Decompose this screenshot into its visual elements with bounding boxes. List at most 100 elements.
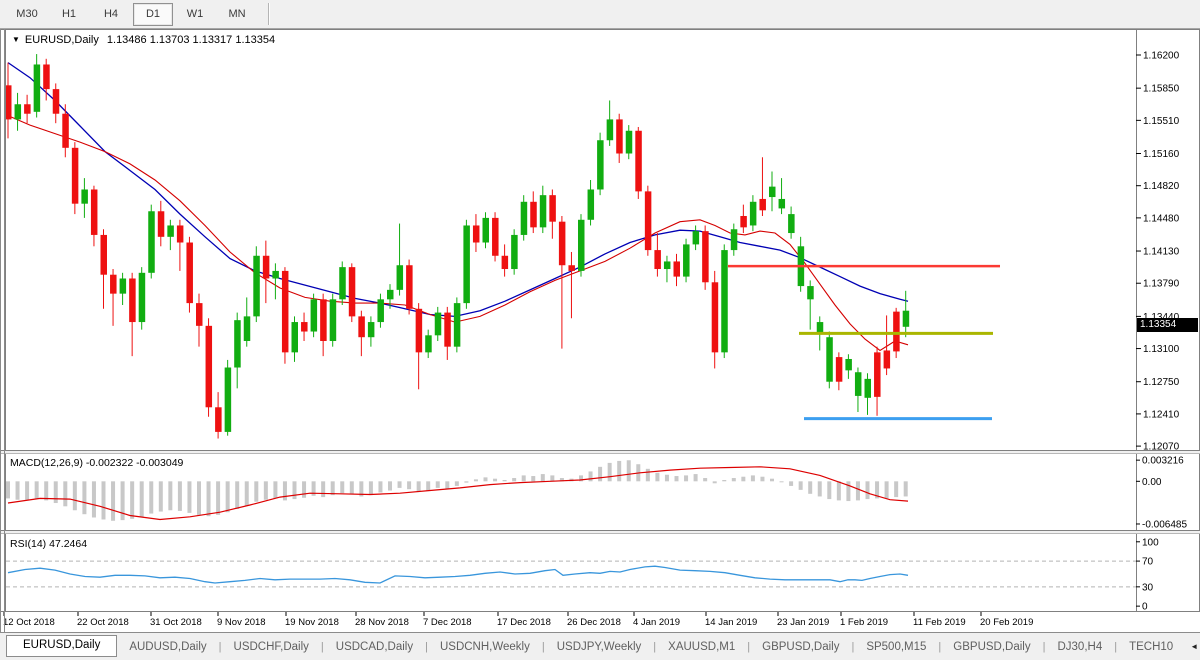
macd-histogram-bar: [44, 481, 49, 501]
macd-histogram-bar: [139, 481, 144, 517]
macd-histogram-bar: [359, 481, 364, 497]
candle-body: [110, 274, 117, 294]
macd-axis-label: 0.003216: [1142, 456, 1184, 467]
macd-histogram-bar: [512, 478, 517, 482]
price-axis-label: 1.15510: [1143, 116, 1180, 127]
price-axis-label: 1.14480: [1143, 213, 1180, 224]
timeframe-button-H1[interactable]: H1: [61, 8, 77, 20]
macd-histogram-bar: [349, 481, 354, 495]
chart-tab-usdjpy-weekly[interactable]: USDJPY,Weekly: [556, 640, 642, 653]
chart-tab-audusd-daily[interactable]: AUDUSD,Daily: [129, 640, 207, 653]
candle-body: [253, 255, 260, 317]
macd-histogram-bar: [493, 478, 498, 482]
window-frame-line: [0, 29, 1, 632]
chart-tab-gbpusd-daily[interactable]: GBPUSD,Daily: [762, 640, 840, 653]
macd-histogram-bar: [378, 481, 383, 493]
macd-histogram-bar: [875, 481, 880, 499]
ma-blue-line: [7, 62, 909, 318]
chart-tab-xauusd-m1[interactable]: XAUUSD,M1: [668, 640, 736, 653]
chart-dropdown-icon[interactable]: ▼: [12, 35, 20, 44]
macd-histogram-bar: [273, 481, 278, 499]
timeframe-button-W1[interactable]: W1: [186, 8, 204, 20]
chart-tab-dj30-h4[interactable]: DJ30,H4: [1057, 640, 1103, 653]
price-axis-label: 1.15160: [1143, 149, 1180, 160]
chart-tab-usdcnh-weekly[interactable]: USDCNH,Weekly: [439, 640, 530, 653]
date-axis-label: 11 Feb 2019: [913, 617, 966, 628]
macd-histogram-bar: [111, 481, 116, 521]
candle-body: [749, 201, 757, 226]
date-axis-label: 17 Dec 2018: [497, 617, 551, 628]
candle-body: [396, 265, 404, 290]
timeframe-button-MN[interactable]: MN: [228, 8, 246, 20]
macd-histogram-bar: [6, 481, 10, 499]
candle-body: [597, 140, 604, 190]
candle-body: [683, 244, 690, 277]
candle-body: [444, 312, 451, 347]
candle-body: [635, 130, 642, 192]
window-frame-line: [4, 29, 5, 632]
timeframe-button-M30[interactable]: M30: [16, 8, 38, 20]
macd-histogram-bar: [817, 481, 822, 497]
candle-body: [616, 119, 623, 154]
panel-splitter[interactable]: [0, 531, 1200, 534]
timeframe-button-D1[interactable]: D1: [133, 2, 173, 26]
macd-histogram-bar: [770, 478, 774, 482]
candle-body: [14, 104, 22, 120]
rsi-axis-label: 0: [1142, 602, 1148, 613]
candle-body: [721, 250, 728, 353]
macd-signal-line: [7, 466, 909, 521]
candle-body: [578, 219, 585, 271]
macd-histogram-bar: [540, 474, 545, 482]
chart-tab-eurusd-daily[interactable]: EURUSD,Daily: [6, 634, 118, 657]
macd-histogram-bar: [120, 481, 125, 521]
candle-body: [157, 211, 165, 237]
panel-splitter[interactable]: [0, 451, 1200, 454]
candle-body: [711, 282, 719, 353]
chart-tab-gbpusd-daily[interactable]: GBPUSD,Daily: [953, 640, 1031, 653]
macd-histogram-bar: [311, 481, 316, 496]
candle-body: [119, 278, 127, 294]
macd-axis-label: 0.00: [1142, 477, 1162, 488]
date-axis-label: 12 Oct 2018: [3, 617, 55, 628]
candle-body: [301, 322, 308, 332]
price-axis-label: 1.12410: [1143, 409, 1180, 420]
candle-body: [358, 316, 365, 338]
chart-tab-sp500-m15[interactable]: SP500,M15: [866, 640, 927, 653]
tab-separator: |: [320, 640, 324, 653]
macd-histogram-bar: [531, 476, 536, 482]
candle-body: [329, 299, 337, 341]
candle-body: [387, 289, 394, 300]
macd-histogram-bar: [302, 481, 307, 498]
macd-histogram-bar: [388, 481, 392, 491]
candle-body: [606, 119, 614, 141]
rsi-axis-label: 70: [1142, 557, 1154, 568]
candle-body: [281, 270, 289, 353]
chart-tab-usdchf-daily[interactable]: USDCHF,Daily: [233, 640, 309, 653]
tab-separator: |: [1042, 640, 1046, 653]
tab-separator: |: [425, 640, 428, 653]
price-axis-label: 1.16200: [1143, 51, 1180, 62]
date-axis-label: 14 Jan 2019: [705, 617, 757, 628]
macd-histogram-bar: [655, 472, 660, 482]
macd-histogram-bar: [684, 475, 689, 482]
macd-histogram-bar: [550, 475, 555, 482]
candle-body: [243, 316, 251, 341]
candle-body: [883, 350, 891, 369]
date-axis-label: 9 Nov 2018: [217, 617, 266, 628]
macd-histogram-bar: [693, 474, 698, 482]
candle-body: [740, 215, 747, 228]
macd-histogram-bar: [645, 468, 650, 482]
tab-scroll-left-icon[interactable]: ◄: [1190, 642, 1199, 651]
candle-body: [902, 310, 910, 327]
macd-histogram-bar: [25, 481, 30, 500]
chart-tab-tech10[interactable]: TECH10: [1129, 640, 1174, 653]
macd-histogram-bar: [244, 481, 249, 506]
chart-tab-usdcad-daily[interactable]: USDCAD,Daily: [335, 640, 414, 653]
timeframe-button-H4[interactable]: H4: [103, 8, 119, 20]
macd-histogram-bar: [712, 481, 717, 484]
price-axis-label: 1.13100: [1143, 344, 1180, 355]
macd-histogram-bar: [216, 481, 221, 515]
candle-body: [625, 130, 633, 154]
macd-histogram-bar: [426, 481, 431, 491]
